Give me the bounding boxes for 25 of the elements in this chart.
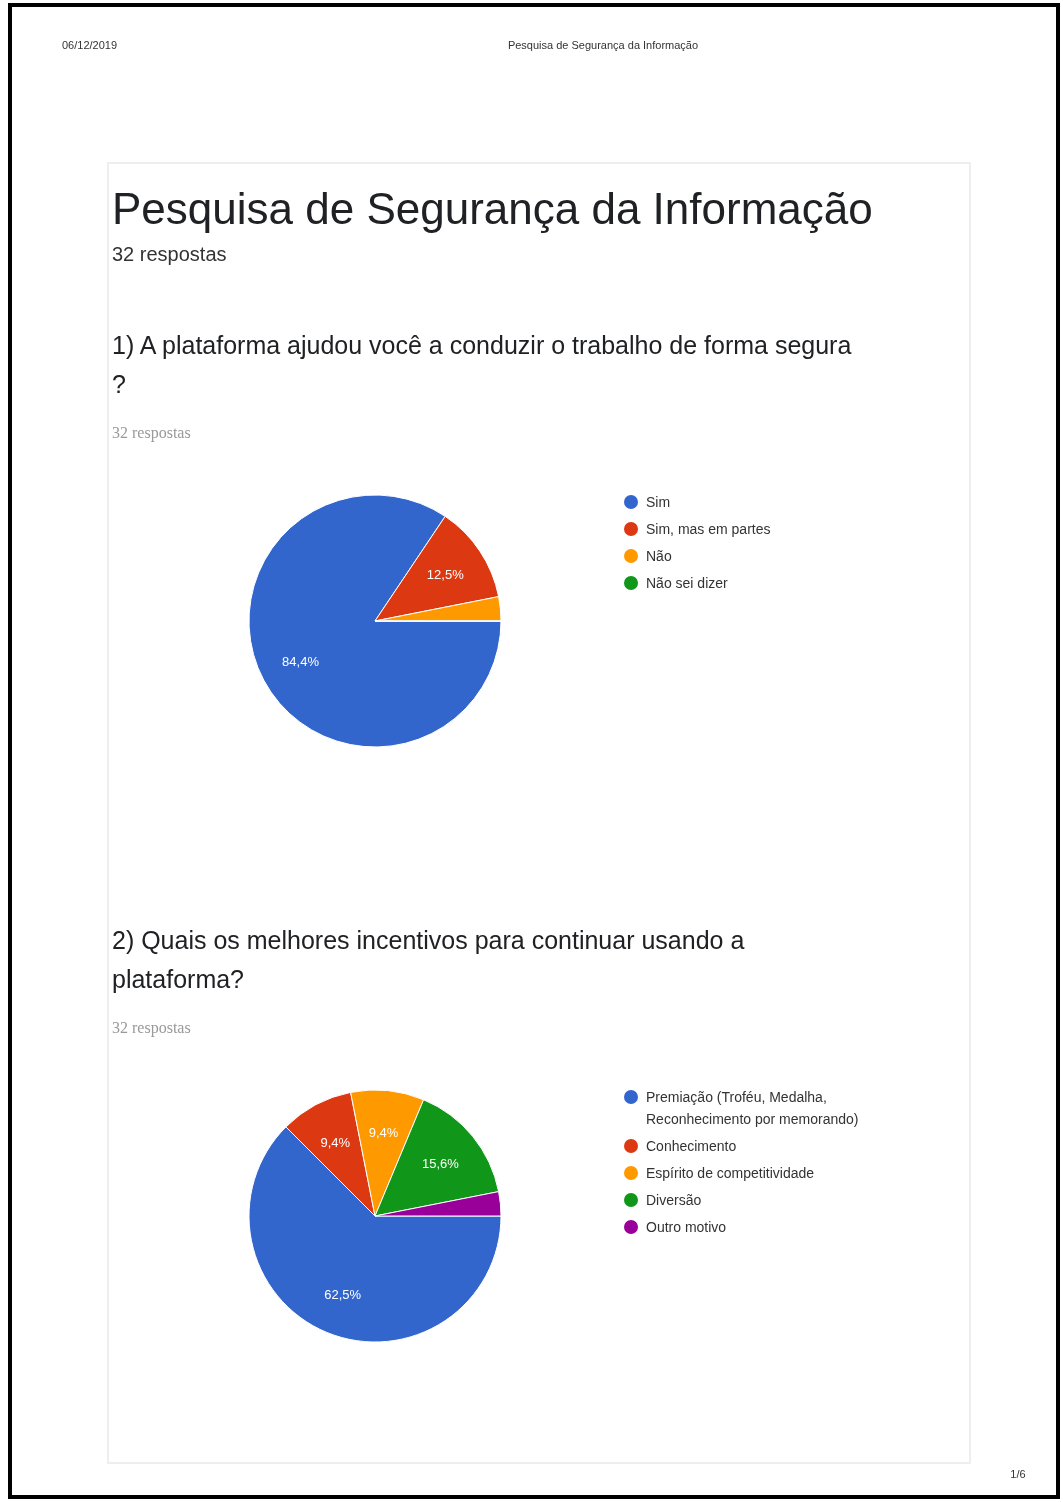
legend-label: Premiação (Troféu, Medalha, Reconhecimento por memorando) bbox=[646, 1089, 859, 1127]
text: Pesquisa de Segurança da Informação bbox=[507, 39, 699, 51]
legend-label: Sim bbox=[646, 494, 671, 510]
text: 06/12/2019 bbox=[62, 39, 118, 51]
legend-label: Espírito de competitividade bbox=[646, 1165, 815, 1181]
legend-label: Não bbox=[646, 548, 672, 564]
text: 1/6 bbox=[1010, 1468, 1026, 1480]
legend-label: Não sei dizer bbox=[646, 575, 729, 591]
pie-slice bbox=[248, 494, 502, 748]
legend-label: Conhecimento bbox=[646, 1138, 737, 1154]
data-label: 9,4% bbox=[320, 1134, 351, 1150]
legend-label: Diversão bbox=[646, 1192, 702, 1208]
data-label: 62,5% bbox=[324, 1286, 362, 1302]
data-label: 12,5% bbox=[426, 567, 465, 583]
data-label: 15,6% bbox=[421, 1155, 460, 1171]
text: Pesquisa de Segurança da Informação bbox=[112, 184, 873, 233]
legend-label: Sim, mas em partes bbox=[646, 521, 771, 537]
chart-title: 2) Quais os melhores incentivos para continuar usando a plataforma? bbox=[112, 926, 745, 993]
text: 32 respostas bbox=[112, 243, 227, 265]
legend-label: Outro motivo bbox=[646, 1219, 727, 1235]
chart-title: 1) A plataforma ajudou você a conduzir o trabalho de forma segura ? bbox=[112, 331, 852, 398]
chart-subtitle: 32 respostas bbox=[112, 1019, 191, 1037]
data-label: 9,4% bbox=[368, 1125, 399, 1141]
chart-subtitle: 32 respostas bbox=[112, 424, 191, 442]
data-label: 84,4% bbox=[282, 653, 320, 669]
